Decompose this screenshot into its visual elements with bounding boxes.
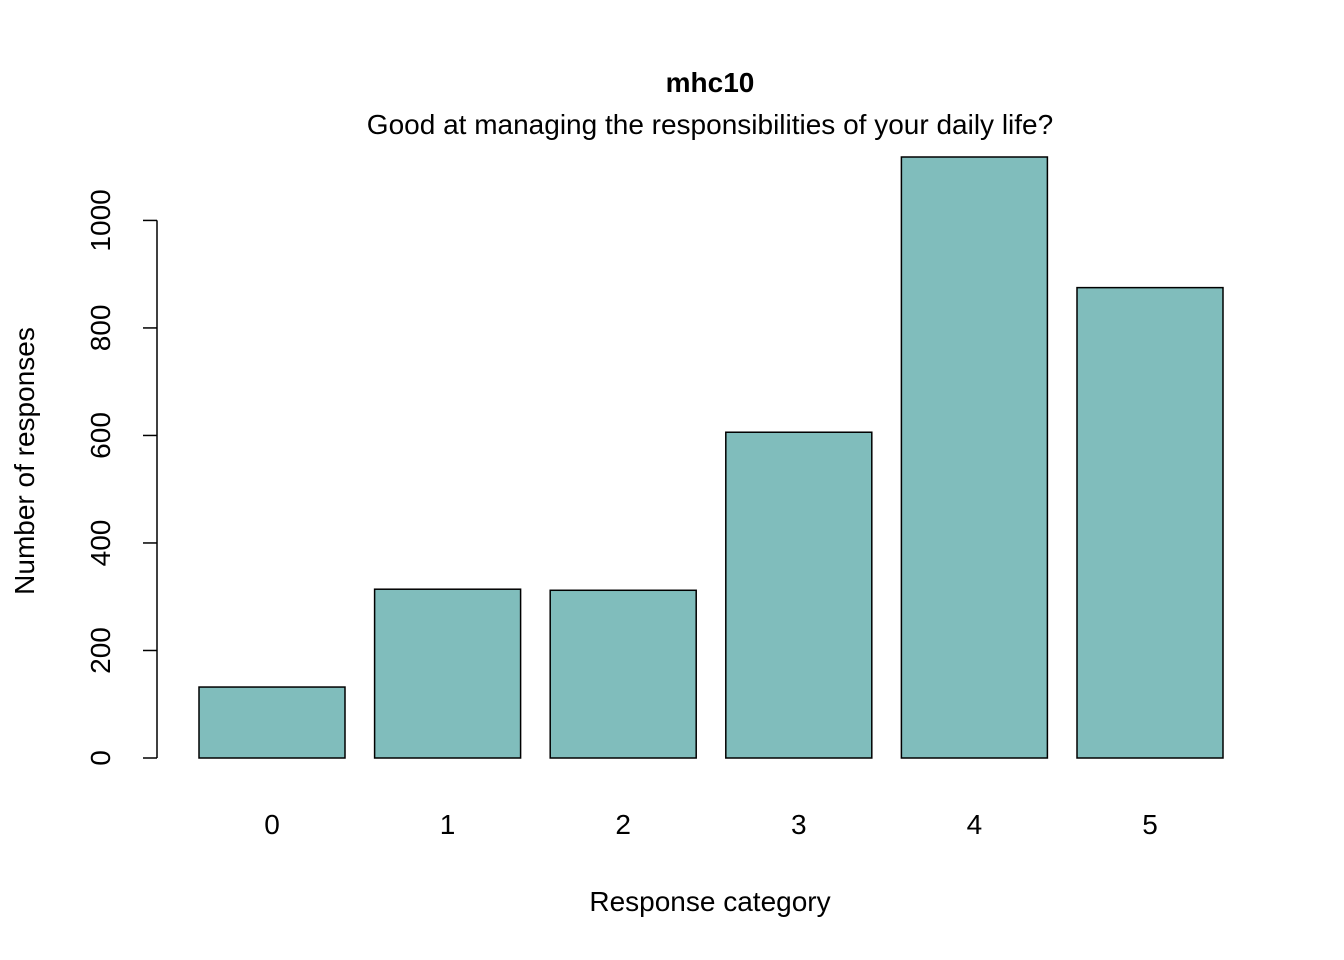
x-tick-labels: 0 1 2 3 4 5 xyxy=(264,809,1158,840)
bars xyxy=(198,156,1224,759)
bar xyxy=(1076,286,1224,759)
x-tick-label: 1 xyxy=(440,809,456,840)
y-tick-label: 1000 xyxy=(85,189,116,251)
x-tick-label: 3 xyxy=(791,809,807,840)
y-tick-label: 0 xyxy=(85,750,116,766)
x-tick-label: 2 xyxy=(615,809,631,840)
bar xyxy=(198,686,346,759)
y-axis: 0 200 400 600 800 1000 xyxy=(85,189,158,766)
bar xyxy=(900,156,1049,759)
x-tick-label: 5 xyxy=(1142,809,1158,840)
y-tick-label: 200 xyxy=(85,627,116,674)
y-axis-label: Number of responses xyxy=(9,327,40,595)
x-tick-label: 4 xyxy=(967,809,983,840)
y-tick-label: 800 xyxy=(85,305,116,352)
bar xyxy=(725,431,873,759)
bar xyxy=(373,588,522,759)
x-axis-label: Response category xyxy=(589,886,830,917)
y-tick-label: 600 xyxy=(85,412,116,459)
bar xyxy=(549,589,697,759)
chart-title: mhc10 xyxy=(666,67,755,98)
y-tick-label: 400 xyxy=(85,520,116,567)
x-tick-label: 0 xyxy=(264,809,280,840)
chart-subtitle: Good at managing the responsibilities of… xyxy=(367,109,1053,140)
